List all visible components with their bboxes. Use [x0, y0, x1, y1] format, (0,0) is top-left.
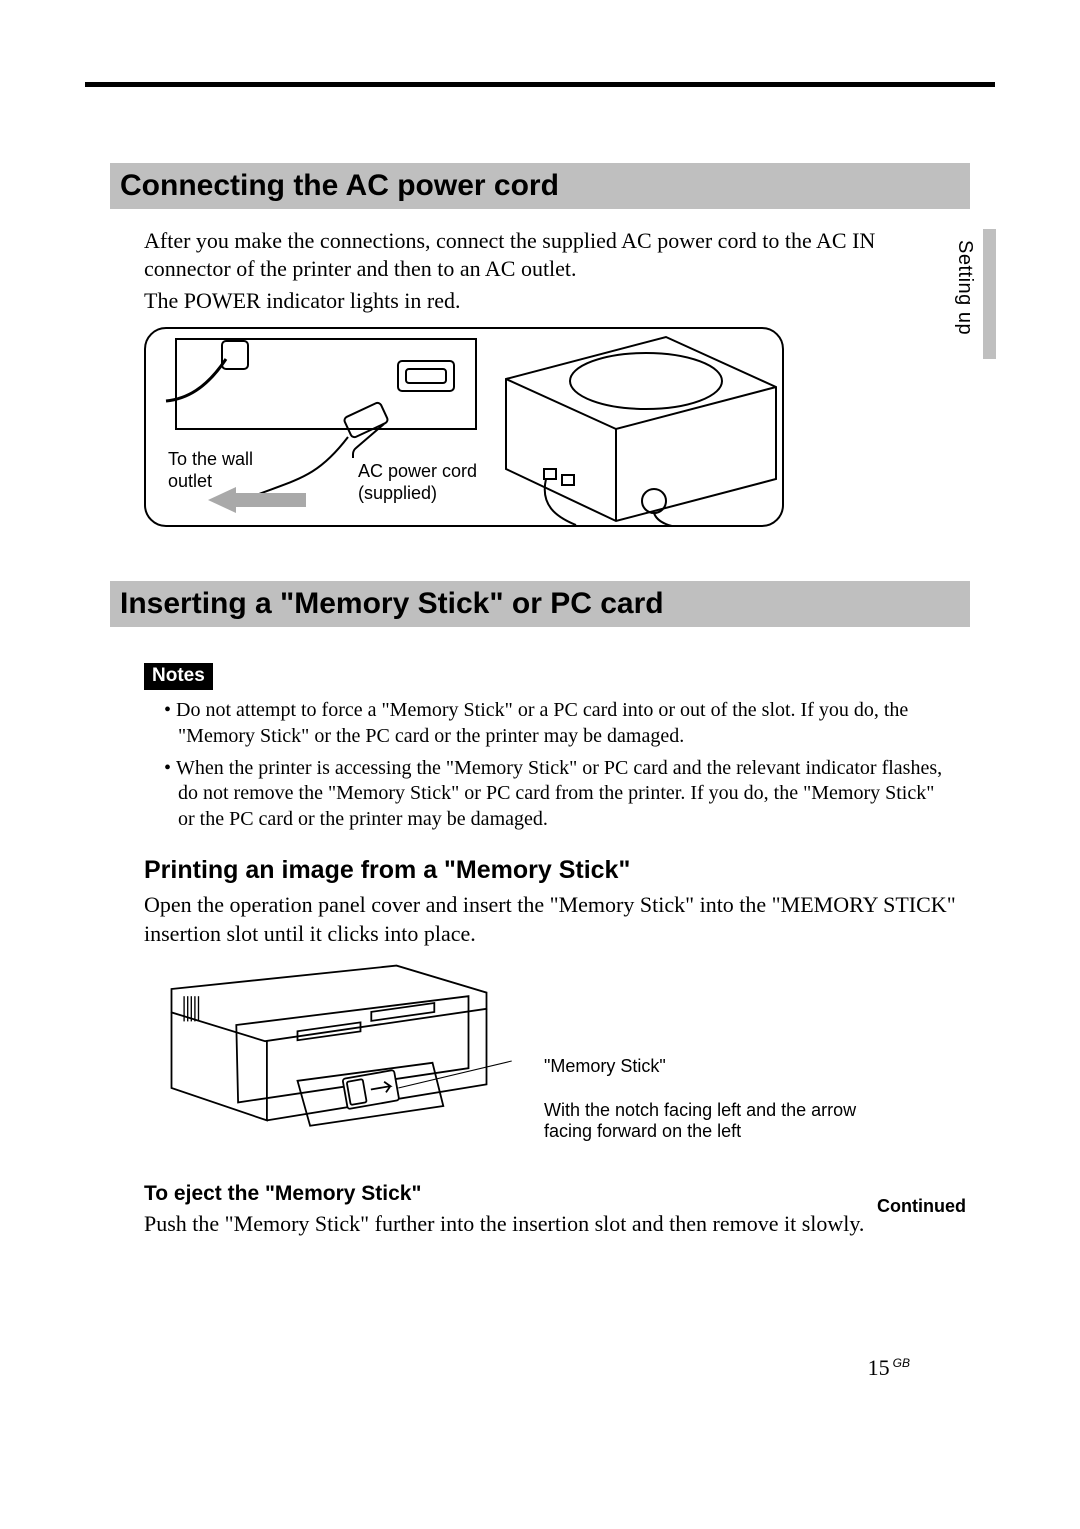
fig1-label-cord: AC power cord (supplied)	[358, 461, 477, 504]
note-item-1: Do not attempt to force a "Memory Stick"…	[164, 698, 950, 749]
note-item-2: When the printer is accessing the "Memor…	[164, 756, 950, 833]
fig1-label-wall: To the wall outlet	[168, 449, 253, 492]
fig2-label-notch-l2: facing forward on the left	[544, 1121, 741, 1141]
figure-ac-cord: To the wall outlet AC power cord (suppli…	[144, 327, 784, 527]
page-number-value: 15	[868, 1355, 890, 1380]
figure-insert-ms: "Memory Stick" With the notch facing lef…	[144, 962, 914, 1162]
sub2-para: Push the "Memory Stick" further into the…	[144, 1210, 960, 1238]
subsubhead-eject-ms: To eject the "Memory Stick"	[144, 1182, 970, 1206]
side-section-label: Setting up	[953, 240, 976, 335]
fig2-label-notch: With the notch facing left and the arrow…	[544, 1100, 914, 1143]
fig1-label-cord-l1: AC power cord	[358, 461, 477, 481]
side-tab	[983, 229, 996, 359]
manual-page: Setting up Connecting the AC power cord …	[0, 0, 1080, 1529]
page-number: 15GB	[868, 1355, 910, 1381]
sub1-para: Open the operation panel cover and inser…	[144, 891, 960, 947]
fig2-label-ms: "Memory Stick"	[544, 1056, 666, 1078]
subhead-print-from-ms: Printing an image from a "Memory Stick"	[144, 856, 970, 885]
section1-para2: The POWER indicator lights in red.	[144, 287, 960, 315]
section-title-ac: Connecting the AC power cord	[110, 163, 970, 209]
notes-list: Do not attempt to force a "Memory Stick"…	[164, 698, 950, 832]
section-title-memorystick: Inserting a "Memory Stick" or PC card	[110, 581, 970, 627]
fig1-label-wall-l1: To the wall	[168, 449, 253, 469]
notes-badge: Notes	[144, 663, 213, 690]
fig1-label-wall-l2: outlet	[168, 471, 212, 491]
top-rule	[85, 82, 995, 87]
page-number-lang: GB	[893, 1356, 910, 1370]
continued-label: Continued	[877, 1196, 966, 1217]
figure-ms-svg	[144, 962, 514, 1142]
fig2-label-notch-l1: With the notch facing left and the arrow	[544, 1100, 856, 1120]
fig1-label-cord-l2: (supplied)	[358, 483, 437, 503]
section1-para1: After you make the connections, connect …	[144, 227, 960, 283]
